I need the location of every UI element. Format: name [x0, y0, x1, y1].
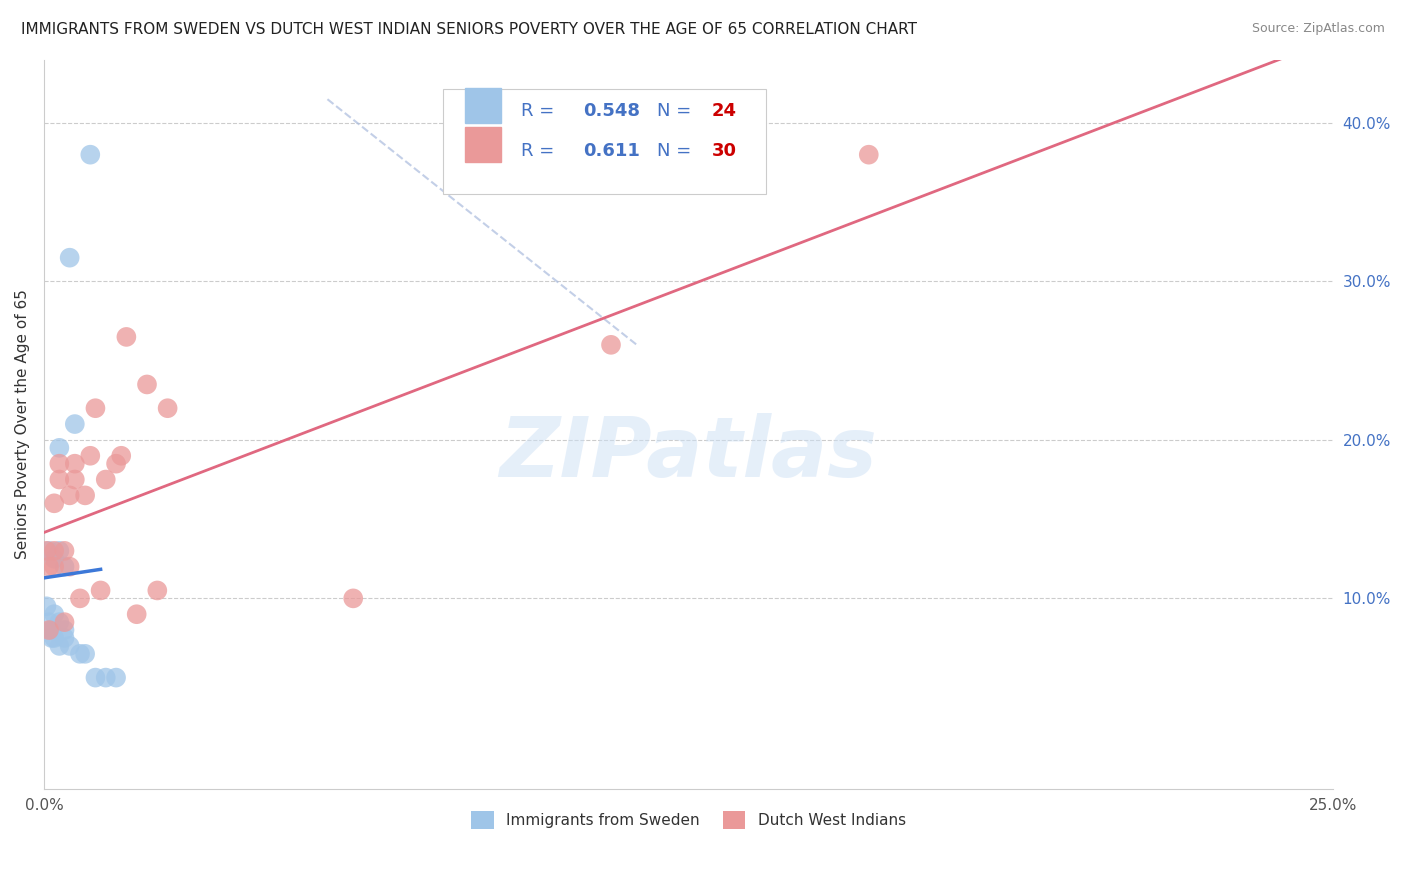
- Point: [35, 599, 58, 614]
- Point: [84, 671, 107, 685]
- Point: [90, 583, 112, 598]
- Point: [146, 583, 169, 598]
- Text: N =: N =: [658, 102, 697, 120]
- Point: [35, 544, 58, 558]
- Point: [48, 639, 70, 653]
- Point: [69, 591, 91, 606]
- Point: [38, 559, 60, 574]
- Point: [59, 488, 82, 502]
- Point: [38, 544, 60, 558]
- Point: [48, 457, 70, 471]
- Point: [79, 147, 101, 161]
- Point: [59, 559, 82, 574]
- Point: [75, 488, 97, 502]
- Text: 30: 30: [711, 142, 737, 160]
- Point: [53, 544, 76, 558]
- Text: ZIPatlas: ZIPatlas: [499, 413, 877, 493]
- Point: [44, 496, 66, 510]
- Point: [48, 615, 70, 629]
- Point: [105, 457, 128, 471]
- Bar: [465, 127, 502, 161]
- Point: [41, 623, 63, 637]
- Point: [48, 441, 70, 455]
- Point: [156, 401, 179, 416]
- Point: [105, 671, 128, 685]
- Point: [600, 338, 623, 352]
- Point: [63, 417, 86, 431]
- Text: 24: 24: [711, 102, 737, 120]
- Point: [53, 559, 76, 574]
- Point: [59, 251, 82, 265]
- Point: [858, 147, 880, 161]
- Point: [48, 544, 70, 558]
- Point: [53, 623, 76, 637]
- Point: [63, 473, 86, 487]
- Point: [110, 449, 132, 463]
- Y-axis label: Seniors Poverty Over the Age of 65: Seniors Poverty Over the Age of 65: [15, 289, 30, 559]
- Text: N =: N =: [658, 142, 697, 160]
- Point: [125, 607, 148, 622]
- Point: [38, 623, 60, 637]
- Point: [41, 631, 63, 645]
- Point: [44, 559, 66, 574]
- Point: [63, 457, 86, 471]
- Text: Source: ZipAtlas.com: Source: ZipAtlas.com: [1251, 22, 1385, 36]
- Point: [59, 639, 82, 653]
- FancyBboxPatch shape: [443, 89, 766, 194]
- Point: [79, 449, 101, 463]
- Point: [84, 401, 107, 416]
- Legend: Immigrants from Sweden, Dutch West Indians: Immigrants from Sweden, Dutch West India…: [465, 805, 912, 836]
- Point: [53, 615, 76, 629]
- Point: [44, 544, 66, 558]
- Point: [38, 615, 60, 629]
- Point: [44, 607, 66, 622]
- Point: [53, 631, 76, 645]
- Bar: [465, 88, 502, 123]
- Point: [115, 330, 138, 344]
- Point: [75, 647, 97, 661]
- Point: [48, 473, 70, 487]
- Text: IMMIGRANTS FROM SWEDEN VS DUTCH WEST INDIAN SENIORS POVERTY OVER THE AGE OF 65 C: IMMIGRANTS FROM SWEDEN VS DUTCH WEST IND…: [21, 22, 917, 37]
- Text: 0.548: 0.548: [582, 102, 640, 120]
- Point: [136, 377, 159, 392]
- Text: 0.611: 0.611: [582, 142, 640, 160]
- Point: [69, 647, 91, 661]
- Point: [44, 631, 66, 645]
- Text: R =: R =: [520, 102, 560, 120]
- Point: [44, 551, 66, 566]
- Point: [94, 671, 117, 685]
- Point: [94, 473, 117, 487]
- Point: [342, 591, 364, 606]
- Text: R =: R =: [520, 142, 565, 160]
